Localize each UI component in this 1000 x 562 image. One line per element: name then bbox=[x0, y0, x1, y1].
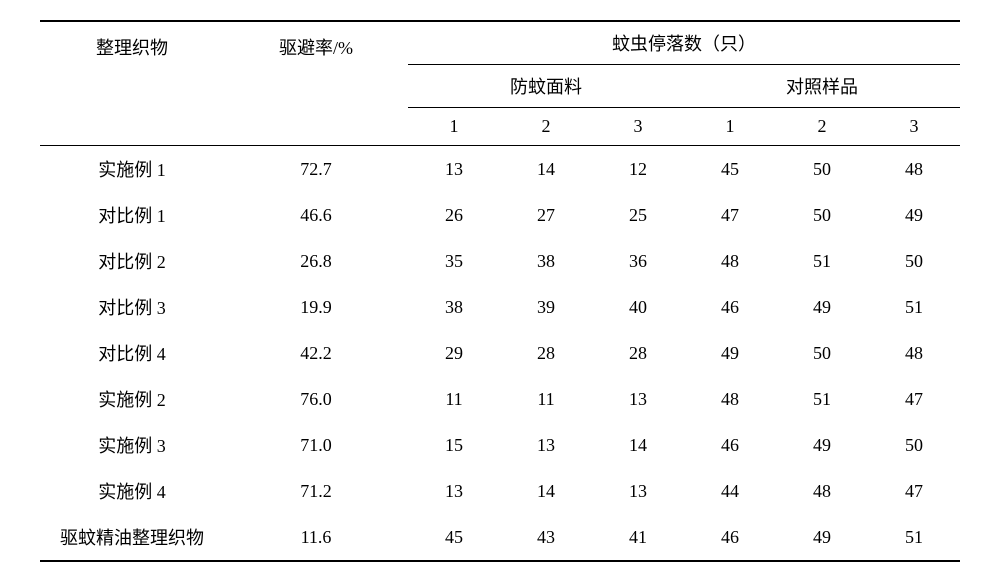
row-b2: 50 bbox=[776, 192, 868, 238]
header-anti-mosquito: 防蚊面料 bbox=[408, 65, 684, 108]
row-a1: 15 bbox=[408, 422, 500, 468]
header-repellent-rate: 驱避率/% bbox=[224, 21, 408, 146]
header-col-b2: 2 bbox=[776, 108, 868, 146]
row-a2: 11 bbox=[500, 376, 592, 422]
table-row: 实施例 276.0111113485147 bbox=[40, 376, 960, 422]
row-b2: 51 bbox=[776, 376, 868, 422]
row-a2: 13 bbox=[500, 422, 592, 468]
row-b2: 49 bbox=[776, 514, 868, 561]
table-row: 对比例 146.6262725475049 bbox=[40, 192, 960, 238]
row-a1: 13 bbox=[408, 146, 500, 193]
table-body: 实施例 172.7131412455048对比例 146.62627254750… bbox=[40, 146, 960, 562]
row-b2: 48 bbox=[776, 468, 868, 514]
row-a2: 28 bbox=[500, 330, 592, 376]
row-label: 对比例 3 bbox=[40, 284, 224, 330]
row-a1: 29 bbox=[408, 330, 500, 376]
table-row: 对比例 442.2292828495048 bbox=[40, 330, 960, 376]
row-a1: 26 bbox=[408, 192, 500, 238]
row-label: 对比例 4 bbox=[40, 330, 224, 376]
row-label: 对比例 2 bbox=[40, 238, 224, 284]
row-rate: 76.0 bbox=[224, 376, 408, 422]
row-a3: 41 bbox=[592, 514, 684, 561]
row-b1: 49 bbox=[684, 330, 776, 376]
row-b3: 51 bbox=[868, 514, 960, 561]
row-a1: 45 bbox=[408, 514, 500, 561]
header-col-b3: 3 bbox=[868, 108, 960, 146]
row-b3: 50 bbox=[868, 422, 960, 468]
row-a2: 43 bbox=[500, 514, 592, 561]
row-label: 实施例 4 bbox=[40, 468, 224, 514]
row-b2: 50 bbox=[776, 146, 868, 193]
row-b1: 48 bbox=[684, 238, 776, 284]
table-row: 驱蚊精油整理织物11.6454341464951 bbox=[40, 514, 960, 561]
header-fabric-label: 整理织物 bbox=[40, 21, 224, 146]
table-row: 实施例 172.7131412455048 bbox=[40, 146, 960, 193]
row-a2: 14 bbox=[500, 146, 592, 193]
row-a2: 38 bbox=[500, 238, 592, 284]
row-rate: 72.7 bbox=[224, 146, 408, 193]
table-row: 对比例 226.8353836485150 bbox=[40, 238, 960, 284]
row-b3: 50 bbox=[868, 238, 960, 284]
row-b1: 48 bbox=[684, 376, 776, 422]
row-rate: 71.2 bbox=[224, 468, 408, 514]
row-a2: 39 bbox=[500, 284, 592, 330]
row-b3: 48 bbox=[868, 146, 960, 193]
row-a3: 13 bbox=[592, 376, 684, 422]
row-rate: 19.9 bbox=[224, 284, 408, 330]
row-b1: 46 bbox=[684, 422, 776, 468]
row-b1: 45 bbox=[684, 146, 776, 193]
row-b2: 50 bbox=[776, 330, 868, 376]
row-label: 对比例 1 bbox=[40, 192, 224, 238]
row-b3: 51 bbox=[868, 284, 960, 330]
row-a1: 38 bbox=[408, 284, 500, 330]
row-label: 实施例 3 bbox=[40, 422, 224, 468]
row-b1: 47 bbox=[684, 192, 776, 238]
row-a1: 11 bbox=[408, 376, 500, 422]
table-row: 对比例 319.9383940464951 bbox=[40, 284, 960, 330]
header-mosquito-count: 蚊虫停落数（只） bbox=[408, 21, 960, 65]
row-a2: 27 bbox=[500, 192, 592, 238]
row-rate: 11.6 bbox=[224, 514, 408, 561]
row-b2: 49 bbox=[776, 284, 868, 330]
row-b3: 47 bbox=[868, 376, 960, 422]
header-col-b1: 1 bbox=[684, 108, 776, 146]
row-a3: 28 bbox=[592, 330, 684, 376]
row-a1: 35 bbox=[408, 238, 500, 284]
row-a2: 14 bbox=[500, 468, 592, 514]
row-b3: 49 bbox=[868, 192, 960, 238]
header-col-a2: 2 bbox=[500, 108, 592, 146]
table-row: 实施例 371.0151314464950 bbox=[40, 422, 960, 468]
row-b1: 46 bbox=[684, 284, 776, 330]
row-b1: 44 bbox=[684, 468, 776, 514]
data-table: 整理织物 驱避率/% 蚊虫停落数（只） 防蚊面料 对照样品 1 2 3 1 2 … bbox=[40, 20, 960, 562]
row-a1: 13 bbox=[408, 468, 500, 514]
row-b3: 48 bbox=[868, 330, 960, 376]
row-b1: 46 bbox=[684, 514, 776, 561]
row-label: 驱蚊精油整理织物 bbox=[40, 514, 224, 561]
header-col-a1: 1 bbox=[408, 108, 500, 146]
row-rate: 26.8 bbox=[224, 238, 408, 284]
header-control-sample: 对照样品 bbox=[684, 65, 960, 108]
row-a3: 13 bbox=[592, 468, 684, 514]
row-rate: 71.0 bbox=[224, 422, 408, 468]
row-a3: 40 bbox=[592, 284, 684, 330]
row-a3: 12 bbox=[592, 146, 684, 193]
row-a3: 14 bbox=[592, 422, 684, 468]
row-b3: 47 bbox=[868, 468, 960, 514]
table-row: 实施例 471.2131413444847 bbox=[40, 468, 960, 514]
row-a3: 36 bbox=[592, 238, 684, 284]
row-rate: 42.2 bbox=[224, 330, 408, 376]
row-label: 实施例 2 bbox=[40, 376, 224, 422]
row-b2: 49 bbox=[776, 422, 868, 468]
row-rate: 46.6 bbox=[224, 192, 408, 238]
header-col-a3: 3 bbox=[592, 108, 684, 146]
row-b2: 51 bbox=[776, 238, 868, 284]
row-a3: 25 bbox=[592, 192, 684, 238]
row-label: 实施例 1 bbox=[40, 146, 224, 193]
